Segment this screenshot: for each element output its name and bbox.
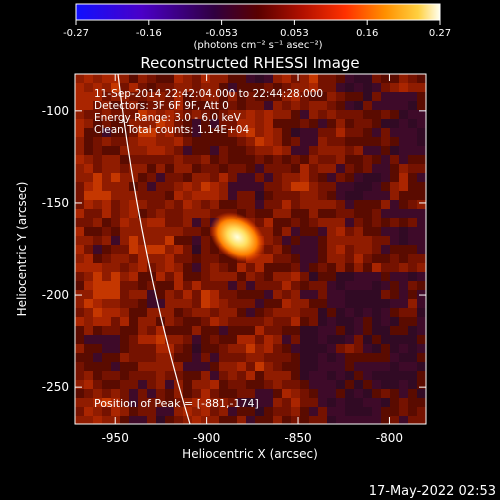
colorbar-tick-label: 0.16 (356, 28, 378, 39)
info-line: Clean Total counts: 1.14E+04 (94, 124, 249, 136)
plot-title: Reconstructed RHESSI Image (140, 54, 359, 72)
colorbar-tick-label: -0.053 (205, 28, 237, 39)
colorbar-units: (photons cm⁻² s⁻¹ asec⁻²) (193, 40, 322, 51)
colorbar-ticks: -0.27 -0.16 -0.053 0.053 0.16 0.27 (63, 20, 451, 39)
peak-source (209, 212, 265, 263)
y-tick-label: -100 (42, 104, 69, 118)
x-tick-label: -800 (376, 431, 403, 445)
x-tick-label: -950 (102, 431, 129, 445)
colorbar-tick-label: 0.27 (429, 28, 451, 39)
solar-limb (117, 74, 191, 424)
x-tick-label: -900 (193, 431, 220, 445)
y-tick-label: -150 (42, 196, 69, 210)
axis-ticks: -950 -900 -850 -800 -100 -150 -200 -250 (42, 74, 426, 445)
y-tick-label: -200 (42, 288, 69, 302)
x-axis-label: Heliocentric X (arcsec) (182, 447, 318, 461)
colorbar-tick-label: -0.27 (63, 28, 89, 39)
y-tick-label: -250 (42, 380, 69, 394)
colorbar-gradient (75, 3, 441, 21)
peak-position-label: Position of Peak = [-881,-174] (94, 397, 259, 410)
info-line: 11-Sep-2014 22:42:04.000 to 22:44:28.000 (94, 88, 323, 100)
image-area (75, 74, 426, 424)
colorbar-tick-label: -0.16 (136, 28, 162, 39)
colorbar-tick-label: 0.053 (280, 28, 309, 39)
info-line: Energy Range: 3.0 - 6.0 keV (94, 112, 242, 124)
image-speckle (75, 74, 426, 424)
y-axis-label: Heliocentric Y (arcsec) (15, 182, 29, 317)
plot-frame (74, 73, 427, 425)
timestamp: 17-May-2022 02:53 (369, 484, 496, 499)
x-tick-label: -850 (284, 431, 311, 445)
info-text: 11-Sep-2014 22:42:04.000 to 22:44:28.000… (94, 88, 323, 136)
colorbar: -0.27 -0.16 -0.053 0.053 0.16 0.27 (photons c… (63, 3, 451, 51)
info-line: Detectors: 3F 6F 9F, Att 0 (94, 100, 229, 112)
